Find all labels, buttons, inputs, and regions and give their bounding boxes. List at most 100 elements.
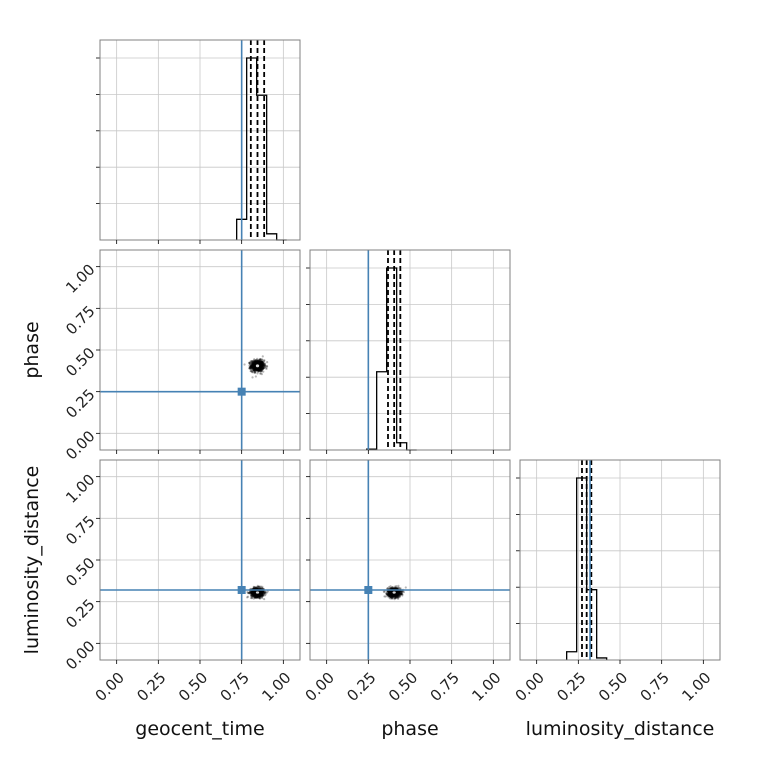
scatter-point (262, 592, 266, 595)
scatter-point (255, 360, 258, 363)
scatter-point (257, 360, 260, 363)
scatter-point (258, 368, 261, 371)
scatter-point (259, 371, 262, 375)
scatter-point (262, 365, 265, 368)
scatter-point (258, 596, 261, 600)
scatter-point (253, 369, 256, 372)
scatter-point (251, 592, 254, 596)
scatter-point (251, 359, 254, 363)
scatter-point (254, 358, 257, 362)
scatter-point (383, 595, 386, 598)
scatter-point (260, 361, 263, 364)
scatter-point (251, 591, 254, 595)
scatter-point (259, 362, 262, 365)
scatter-point (252, 366, 255, 369)
scatter-point (389, 592, 392, 595)
scatter-point (247, 591, 251, 595)
scatter-point (248, 367, 251, 370)
scatter-point (253, 594, 257, 597)
scatter-point (259, 361, 262, 365)
scatter-point (256, 586, 260, 589)
scatter-point (248, 361, 251, 365)
scatter-point (261, 361, 264, 364)
scatter-point (250, 591, 253, 594)
scatter-point (261, 591, 264, 594)
scatter-point (255, 587, 258, 590)
scatter-point (252, 368, 255, 371)
scatter-point (257, 595, 260, 598)
scatter-point (257, 594, 260, 597)
scatter-point (257, 368, 260, 371)
scatter-point (252, 362, 255, 365)
scatter-point (262, 366, 265, 369)
scatter-point (400, 592, 403, 596)
scatter-point (254, 595, 257, 598)
scatter-point (243, 363, 246, 366)
scatter-point (260, 364, 264, 367)
scatter-point (250, 595, 253, 598)
scatter-point (259, 361, 262, 364)
scatter-point (254, 370, 257, 373)
scatter-point (258, 595, 261, 599)
x-axis-label: geocent_time (135, 718, 264, 740)
scatter-point (262, 364, 265, 367)
x-tick-label: 0.00 (302, 669, 338, 705)
scatter-point (260, 363, 263, 366)
scatter-point (251, 591, 254, 594)
scatter-point (251, 590, 254, 593)
scatter-point (252, 368, 255, 371)
scatter-point (254, 361, 257, 364)
scatter-point (256, 360, 259, 363)
scatter-point (254, 361, 257, 364)
scatter-point (251, 369, 254, 372)
scatter-point (260, 361, 263, 364)
scatter-point (250, 361, 253, 365)
scatter-point (249, 365, 252, 368)
scatter-point (252, 590, 255, 593)
scatter-point (261, 594, 264, 597)
scatter-point (260, 364, 264, 367)
scatter-point (260, 365, 263, 368)
scatter-point (252, 370, 256, 373)
scatter-point (251, 366, 255, 369)
scatter-point (397, 597, 400, 600)
scatter-point (254, 594, 257, 597)
scatter-point (262, 365, 265, 368)
truth-marker (237, 387, 246, 396)
scatter-point (256, 360, 259, 363)
scatter-point (256, 360, 259, 363)
scatter-point (258, 368, 261, 371)
scatter-point (266, 361, 269, 364)
scatter-point (257, 360, 260, 363)
scatter-point (257, 359, 260, 362)
scatter-point (255, 361, 259, 364)
scatter-point (251, 367, 255, 370)
scatter-point (255, 368, 258, 371)
scatter-point (252, 590, 255, 593)
scatter-point (248, 362, 251, 365)
scatter-point (260, 591, 263, 594)
scatter-point (253, 368, 256, 371)
scatter-point (261, 355, 264, 358)
scatter-point (260, 364, 263, 368)
scatter-point (251, 364, 254, 367)
scatter-point (255, 596, 258, 599)
scatter-point (252, 594, 255, 597)
scatter-point (260, 361, 263, 365)
scatter-point (260, 362, 263, 365)
scatter-point (255, 368, 258, 371)
scatter-point (261, 361, 264, 364)
scatter-point (256, 594, 259, 598)
scatter-point (251, 364, 254, 367)
x-tick-label: 0.75 (637, 669, 673, 705)
scatter-point (260, 592, 263, 595)
scatter-point (254, 371, 257, 374)
panel-0-0 (96, 39, 301, 244)
scatter-point (261, 591, 264, 594)
scatter-point (251, 593, 254, 596)
y-tick-label: 0.75 (62, 512, 98, 548)
scatter-point (246, 590, 249, 594)
scatter-point (250, 367, 253, 370)
scatter-point (260, 369, 263, 372)
